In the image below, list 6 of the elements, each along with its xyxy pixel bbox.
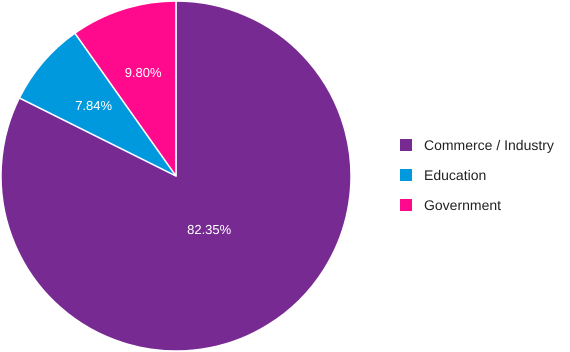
data-label: 9.80% xyxy=(124,65,162,80)
legend-label: Government xyxy=(424,197,502,213)
data-label: 7.84% xyxy=(75,98,112,113)
legend-label: Education xyxy=(424,167,486,183)
data-label: 82.35% xyxy=(187,222,232,238)
legend-label: Commerce / Industry xyxy=(424,137,554,153)
